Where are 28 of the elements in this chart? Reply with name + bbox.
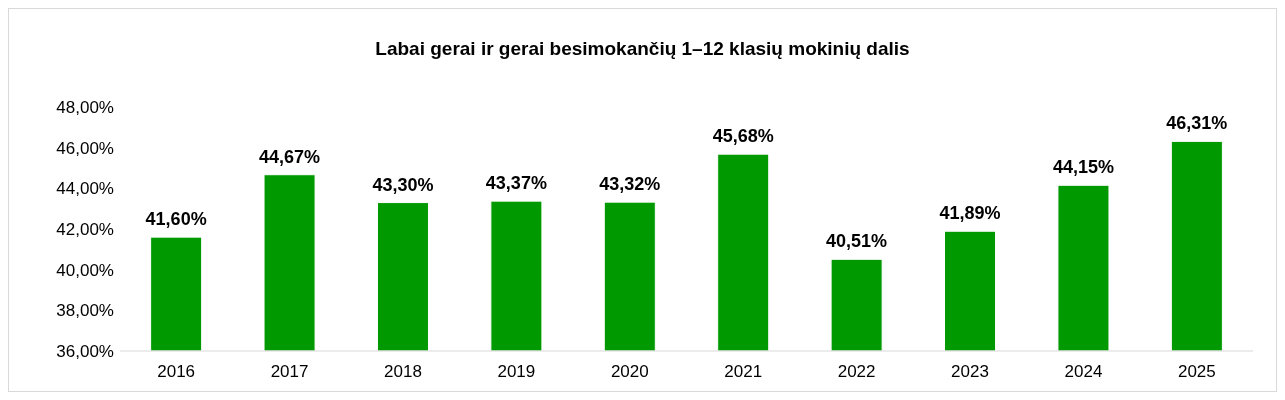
data-label: 41,60% — [145, 209, 207, 230]
data-label: 41,89% — [939, 203, 1001, 224]
data-label: 40,51% — [826, 231, 888, 252]
data-label: 46,31% — [1166, 113, 1228, 134]
y-tick-label: 36,00% — [56, 341, 114, 361]
data-label: 44,67% — [259, 146, 321, 167]
data-label: 45,68% — [712, 126, 774, 147]
x-tick-label: 2020 — [610, 362, 649, 381]
y-tick-label: 44,00% — [56, 179, 114, 199]
data-label: 44,15% — [1052, 157, 1114, 178]
x-tick-label: 2018 — [384, 362, 422, 381]
x-tick-label: 2019 — [497, 362, 536, 381]
y-tick-label: 40,00% — [56, 260, 114, 280]
x-tick-label: 2021 — [724, 362, 763, 381]
x-tick-label: 2025 — [1177, 362, 1216, 381]
x-tick-label: 2023 — [951, 362, 989, 381]
x-tick-label: 2017 — [270, 362, 309, 381]
y-tick-label: 46,00% — [56, 138, 114, 158]
x-tick-label: 2024 — [1064, 362, 1103, 381]
y-tick-label: 48,00% — [56, 97, 114, 117]
chart-title: Labai gerai ir gerai besimokančių 1–12 klasių mokinių dalis — [375, 38, 910, 59]
x-tick-label: 2022 — [837, 362, 876, 381]
y-tick-label: 42,00% — [56, 219, 114, 239]
data-label: 43,30% — [372, 174, 434, 195]
y-tick-label: 38,00% — [56, 301, 114, 321]
data-label: 43,32% — [599, 174, 661, 195]
x-tick-label: 2016 — [157, 362, 196, 381]
data-label: 43,37% — [485, 173, 547, 194]
